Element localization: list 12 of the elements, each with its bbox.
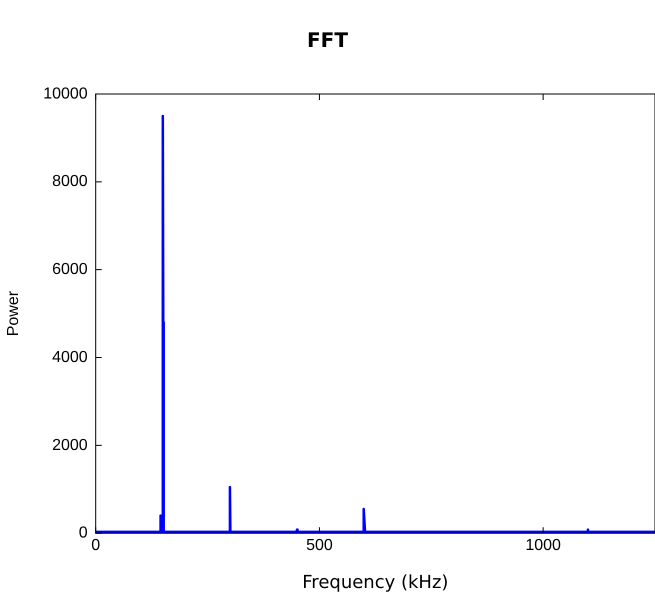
y-tick-label: 8000 [52,173,88,190]
y-tick-label: 6000 [52,261,88,278]
y-axis-title: Power [5,290,22,336]
y-tick-label: 2000 [52,436,88,454]
x-axis-title: Frequency (kHz) [302,572,448,593]
chart-title: FFT [307,28,348,52]
x-tick-label: 1000 [525,537,562,554]
y-tick-label: 4000 [52,348,88,366]
x-tick-label: 500 [306,537,333,554]
y-tick-label: 10000 [43,85,88,102]
x-tick-label: 0 [91,537,100,554]
y-tick-label: 0 [78,524,88,542]
